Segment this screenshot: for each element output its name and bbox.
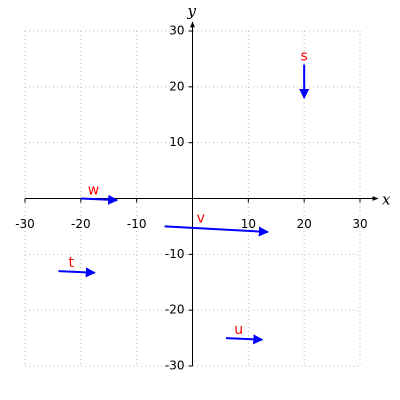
y-tick-label: -10 [165, 247, 185, 261]
y-tick-label: -20 [165, 303, 185, 317]
x-axis-label: x [382, 191, 391, 209]
vector-arrow [164, 225, 269, 237]
y-tick-label: 10 [169, 135, 184, 149]
vector-label: s [301, 49, 308, 65]
x-tick-label: -20 [71, 217, 91, 231]
x-tick-label: 20 [297, 217, 312, 231]
x-tick-label: 10 [241, 217, 256, 231]
vector-arrow [80, 194, 119, 205]
vector-label: u [234, 322, 243, 338]
y-tick-label: -30 [165, 359, 185, 373]
vector-label: v [197, 210, 205, 226]
x-tick-label: -30 [15, 217, 35, 231]
x-tick-label: -10 [127, 217, 147, 231]
vector-label: w [88, 183, 99, 199]
vector-label: t [68, 255, 74, 271]
y-tick-label: 20 [169, 79, 184, 93]
y-axis-label: y [187, 2, 197, 20]
y-tick-label: 30 [169, 24, 184, 38]
vector-arrow [225, 334, 264, 345]
x-tick-label: 30 [352, 217, 367, 231]
vector-arrow [58, 267, 96, 278]
